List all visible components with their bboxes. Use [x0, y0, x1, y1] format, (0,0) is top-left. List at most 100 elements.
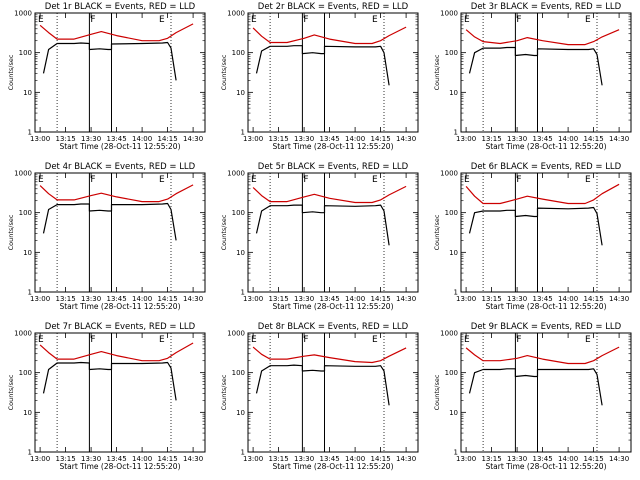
segment-marker: F: [303, 15, 308, 25]
y-tick-label: 1000: [227, 170, 245, 178]
x-tick-label: 13:00: [243, 135, 263, 143]
x-axis-label: Start Time (28-Oct-11 12:55:20): [59, 462, 180, 471]
x-tick-label: 13:00: [243, 455, 263, 463]
y-axis-label: Counts/sec: [7, 374, 15, 410]
x-tick-label: 14:15: [371, 295, 391, 303]
y-tick-label: 10: [236, 249, 245, 257]
lld-series-line: [252, 26, 407, 45]
segment-marker: F: [303, 335, 308, 345]
x-tick-label: 14:00: [132, 135, 152, 143]
plot-frame: [34, 12, 206, 133]
x-tick-label: 14:30: [183, 455, 203, 463]
x-tick-label: 13:45: [533, 135, 553, 143]
lld-series-line: [465, 346, 620, 365]
plot-frame: [34, 172, 206, 293]
y-tick-label: 10: [449, 89, 458, 97]
chart-title: Det 2r BLACK = Events, RED = LLD: [258, 2, 409, 12]
x-tick-label: 13:00: [456, 295, 476, 303]
x-tick-label: 14:30: [396, 295, 416, 303]
x-tick-label: 14:00: [558, 135, 578, 143]
x-tick-label: 14:15: [158, 455, 178, 463]
y-tick-label: 10: [449, 249, 458, 257]
x-tick-label: 14:30: [609, 135, 629, 143]
events-series-line: [255, 45, 390, 86]
y-tick-label: 1: [454, 289, 458, 297]
segment-marker: F: [90, 175, 95, 185]
x-tick-label: 14:30: [183, 295, 203, 303]
y-axis-label: Counts/sec: [220, 214, 228, 250]
y-tick-label: 1: [28, 449, 32, 457]
y-tick-label: 1000: [227, 10, 245, 18]
x-tick-label: 13:30: [81, 135, 101, 143]
y-tick-label: 1000: [14, 330, 32, 338]
segment-marker: E: [38, 175, 44, 185]
x-axis-label: Start Time (28-Oct-11 12:55:20): [485, 302, 606, 311]
y-tick-label: 1: [241, 129, 245, 137]
y-tick-label: 1: [28, 289, 32, 297]
x-tick-label: 13:45: [320, 295, 340, 303]
x-tick-label: 13:30: [507, 455, 527, 463]
x-tick-label: 13:00: [30, 295, 50, 303]
x-tick-label: 14:15: [158, 135, 178, 143]
x-tick-label: 14:30: [609, 295, 629, 303]
lld-series-line: [39, 23, 194, 42]
x-tick-label: 13:15: [56, 295, 76, 303]
y-axis-label: Counts/sec: [433, 214, 441, 250]
x-tick-label: 14:15: [371, 135, 391, 143]
chart-title: Det 1r BLACK = Events, RED = LLD: [45, 2, 196, 12]
plot-frame: [34, 332, 206, 453]
y-tick-label: 10: [23, 89, 32, 97]
x-tick-label: 13:45: [107, 295, 127, 303]
y-tick-label: 10: [236, 89, 245, 97]
events-series-line: [255, 364, 390, 406]
x-tick-label: 13:30: [294, 455, 314, 463]
x-tick-label: 13:00: [456, 135, 476, 143]
x-axis-label: Start Time (28-Oct-11 12:55:20): [59, 302, 180, 311]
segment-marker: E: [251, 335, 257, 345]
y-axis-label: Counts/sec: [433, 54, 441, 90]
events-series-line: [42, 202, 177, 241]
x-tick-label: 13:15: [482, 455, 502, 463]
y-tick-label: 100: [232, 369, 245, 377]
x-tick-label: 14:00: [132, 295, 152, 303]
segment-marker: F: [90, 15, 95, 25]
x-tick-label: 13:15: [56, 455, 76, 463]
segment-marker: F: [516, 175, 521, 185]
y-tick-label: 100: [232, 49, 245, 57]
events-series-line: [468, 206, 603, 246]
plot-frame: [247, 172, 419, 293]
y-axis-label: Counts/sec: [220, 374, 228, 410]
segment-marker: F: [516, 15, 521, 25]
x-tick-label: 13:30: [81, 455, 101, 463]
x-tick-label: 14:15: [584, 295, 604, 303]
segment-marker: E: [159, 15, 165, 25]
y-tick-label: 100: [19, 209, 32, 217]
x-tick-label: 13:15: [482, 135, 502, 143]
x-axis-label: Start Time (28-Oct-11 12:55:20): [485, 142, 606, 151]
y-tick-label: 1: [454, 129, 458, 137]
plot-frame: [247, 332, 419, 453]
x-tick-label: 14:15: [584, 455, 604, 463]
x-axis-label: Start Time (28-Oct-11 12:55:20): [272, 462, 393, 471]
y-tick-label: 10: [23, 249, 32, 257]
plot-frame: [460, 332, 632, 453]
x-tick-label: 13:15: [269, 295, 289, 303]
y-tick-label: 1: [241, 449, 245, 457]
chart-title: Det 5r BLACK = Events, RED = LLD: [258, 162, 409, 172]
plot-frame: [460, 12, 632, 133]
x-tick-label: 14:30: [183, 135, 203, 143]
x-tick-label: 13:00: [30, 135, 50, 143]
segment-marker: E: [38, 335, 44, 345]
x-tick-label: 14:15: [158, 295, 178, 303]
segment-marker: F: [90, 335, 95, 345]
x-tick-label: 13:15: [56, 135, 76, 143]
events-series-line: [255, 204, 390, 246]
segment-marker: E: [372, 15, 378, 25]
y-tick-label: 1000: [14, 170, 32, 178]
segment-marker: E: [159, 175, 165, 185]
segment-marker: E: [585, 15, 591, 25]
